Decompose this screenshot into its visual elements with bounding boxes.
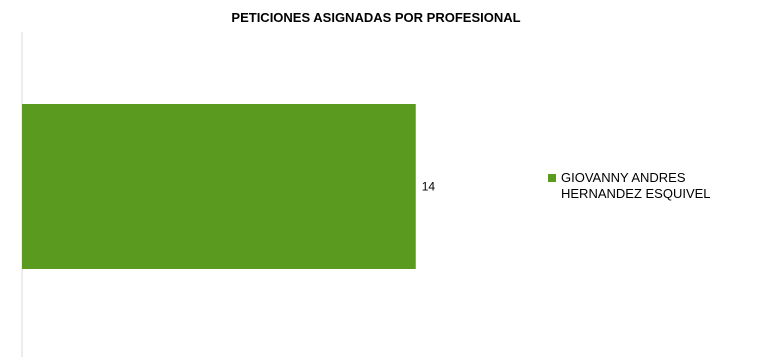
bar (22, 104, 416, 269)
data-label-group: 14 (422, 180, 436, 194)
bar-value-label: 14 (422, 180, 436, 194)
legend-entry-line: HERNANDEZ ESQUIVEL (561, 186, 711, 201)
legend: GIOVANNY ANDRES HERNANDEZ ESQUIVEL (548, 170, 711, 201)
chart-title: PETICIONES ASIGNADAS POR PROFESIONAL (231, 10, 520, 25)
legend-entry-giovanny-andres-hernandez-esquivel: GIOVANNY ANDRES HERNANDEZ ESQUIVEL (561, 170, 711, 201)
legend-entry-line: GIOVANNY ANDRES (561, 170, 686, 185)
bar-group (22, 104, 416, 269)
legend-swatch (548, 174, 556, 182)
